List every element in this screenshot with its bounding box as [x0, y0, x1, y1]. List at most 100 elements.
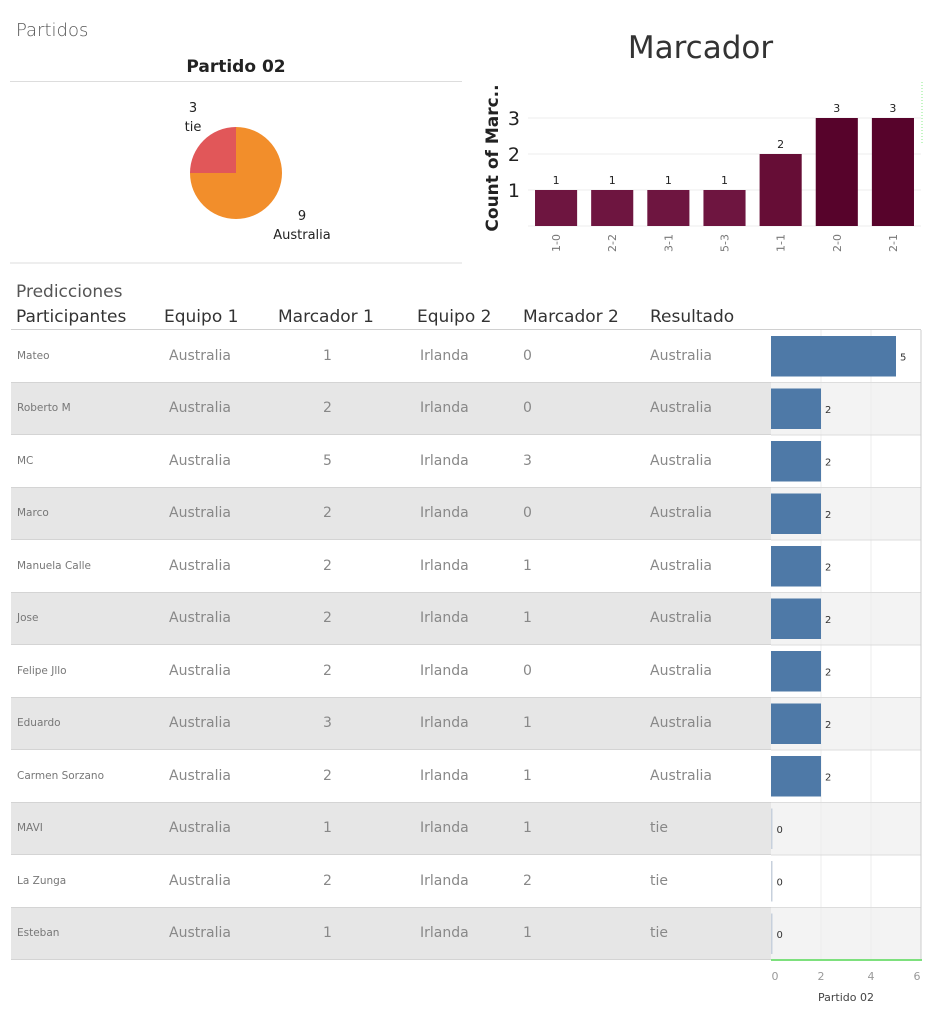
cell-resultado: Australia: [650, 610, 712, 627]
cell-participante: Eduardo: [17, 717, 61, 730]
cell-participante: Marco: [17, 507, 49, 520]
x-tick-label: 0: [772, 970, 779, 980]
table-row[interactable]: Eduardo Australia 3 Irlanda 1 Australia: [11, 697, 771, 750]
cell-resultado: tie: [650, 925, 668, 942]
x-tick-label: 2-0: [831, 234, 844, 252]
bar-value-label: 1: [553, 174, 560, 187]
cell-marcador2: 1: [523, 820, 532, 837]
hbar-value-label: 2: [825, 510, 831, 521]
cell-equipo1: Australia: [169, 925, 231, 942]
table-row[interactable]: MC Australia 5 Irlanda 3 Australia: [11, 435, 771, 488]
row-band: [771, 907, 921, 960]
cell-equipo1: Australia: [169, 715, 231, 732]
bar-1-0[interactable]: [535, 190, 578, 226]
y-tick-label: 2: [508, 144, 520, 166]
pie-value-label: 3: [189, 101, 197, 116]
x-tick-label: 1-1: [775, 234, 788, 252]
header-participantes[interactable]: Participantes: [16, 307, 127, 327]
hbar-value-label: 2: [825, 667, 831, 678]
table-row[interactable]: Felipe Jllo Australia 2 Irlanda 0 Australia: [11, 645, 771, 698]
section-title-predicciones: Predicciones: [16, 282, 123, 302]
cell-participante: Manuela Calle: [17, 559, 92, 572]
hbar-la-zunga[interactable]: [771, 861, 773, 902]
hbar-mateo[interactable]: [771, 336, 896, 377]
table-row[interactable]: Esteban Australia 1 Irlanda 1 tie: [11, 907, 771, 960]
hbar-eduardo[interactable]: [771, 703, 821, 745]
hbar-value-label: 5: [900, 352, 906, 363]
bar-1-1[interactable]: [759, 154, 802, 226]
hbar-felipe-jllo[interactable]: [771, 651, 821, 692]
hbar-marco[interactable]: [771, 493, 821, 535]
bar-value-label: 3: [889, 102, 896, 115]
table-row[interactable]: Mateo Australia 1 Irlanda 0 Australia: [11, 330, 771, 383]
bar-5-3[interactable]: [703, 190, 746, 226]
predictions-table: Mateo Australia 1 Irlanda 0 Australia Roberto …: [11, 330, 771, 960]
cell-resultado: Australia: [650, 767, 712, 784]
cell-equipo1: Australia: [169, 767, 231, 784]
cell-marcador2: 0: [523, 505, 532, 522]
pie-slice-tie[interactable]: [190, 127, 236, 173]
table-row[interactable]: MAVI Australia 1 Irlanda 1 tie: [11, 802, 771, 855]
pie-category-label: Australia: [273, 228, 331, 243]
cell-marcador2: 1: [523, 557, 532, 574]
header-marcador1[interactable]: Marcador 1: [278, 307, 374, 327]
bar-value-label: 1: [665, 174, 672, 187]
header-equipo2[interactable]: Equipo 2: [417, 307, 492, 327]
cell-resultado: Australia: [650, 715, 712, 732]
cell-equipo1: Australia: [169, 610, 231, 627]
cell-participante: Felipe Jllo: [17, 664, 67, 677]
bar-2-1[interactable]: [871, 118, 914, 226]
table-row[interactable]: La Zunga Australia 2 Irlanda 2 tie: [11, 855, 771, 908]
hbar-value-label: 2: [825, 720, 831, 731]
hbar-mc[interactable]: [771, 441, 821, 482]
hbar-jose[interactable]: [771, 598, 821, 640]
cell-equipo1: Australia: [169, 820, 231, 837]
hbar-manuela-calle[interactable]: [771, 546, 821, 587]
cell-marcador1: 3: [323, 715, 332, 732]
hbar-value-label: 2: [825, 615, 831, 626]
hbar-value-label: 2: [825, 405, 831, 416]
table-row[interactable]: Marco Australia 2 Irlanda 0 Australia: [11, 487, 771, 540]
cell-marcador1: 2: [323, 610, 332, 627]
hbar-esteban[interactable]: [771, 913, 773, 955]
marcador-chart-title: Marcador: [627, 30, 774, 66]
cell-marcador2: 0: [523, 400, 532, 417]
table-row[interactable]: Jose Australia 2 Irlanda 1 Australia: [11, 592, 771, 645]
bar-2-0[interactable]: [815, 118, 858, 226]
header-equipo1[interactable]: Equipo 1: [164, 307, 239, 327]
cell-marcador2: 2: [523, 872, 532, 889]
cell-marcador2: 1: [523, 610, 532, 627]
x-tick-label: 6: [914, 970, 921, 980]
bar-value-label: 1: [721, 174, 728, 187]
table-row[interactable]: Carmen Sorzano Australia 2 Irlanda 1 Australi…: [11, 750, 771, 803]
bar-3-1[interactable]: [647, 190, 690, 226]
hbar-roberto-m[interactable]: [771, 388, 821, 430]
cell-participante: Jose: [17, 612, 39, 625]
cell-equipo2: Irlanda: [420, 505, 469, 522]
cell-resultado: Australia: [650, 452, 712, 469]
cell-resultado: tie: [650, 820, 668, 837]
x-tick-label: 3-1: [662, 234, 675, 252]
divider: [11, 329, 921, 330]
cell-marcador1: 2: [323, 872, 332, 889]
cell-marcador1: 2: [323, 767, 332, 784]
predictions-bar-chart: 5 2 2 2 2 2 2 2 2 0 0 0 0 2 4 6: [771, 330, 922, 980]
cell-participante: Carmen Sorzano: [17, 769, 105, 782]
cell-marcador1: 1: [323, 347, 332, 364]
cell-participante: Mateo: [17, 349, 50, 362]
cell-equipo1: Australia: [169, 505, 231, 522]
cell-marcador1: 5: [323, 452, 332, 469]
table-row[interactable]: Manuela Calle Australia 2 Irlanda 1 Australia: [11, 540, 771, 593]
x-tick-label: 5-3: [719, 234, 732, 252]
row-band: [771, 802, 921, 855]
x-tick-label: 2: [818, 970, 825, 980]
hbar-mavi[interactable]: [771, 808, 773, 850]
table-row[interactable]: Roberto M Australia 2 Irlanda 0 Australia: [11, 382, 771, 435]
section-title-partidos: Partidos: [16, 20, 89, 41]
bar-2-2[interactable]: [591, 190, 634, 226]
divider: [10, 81, 462, 82]
x-tick-label: 2-1: [887, 234, 900, 252]
header-resultado[interactable]: Resultado: [650, 307, 735, 327]
hbar-carmen-sorzano[interactable]: [771, 756, 821, 797]
header-marcador2[interactable]: Marcador 2: [523, 307, 619, 327]
